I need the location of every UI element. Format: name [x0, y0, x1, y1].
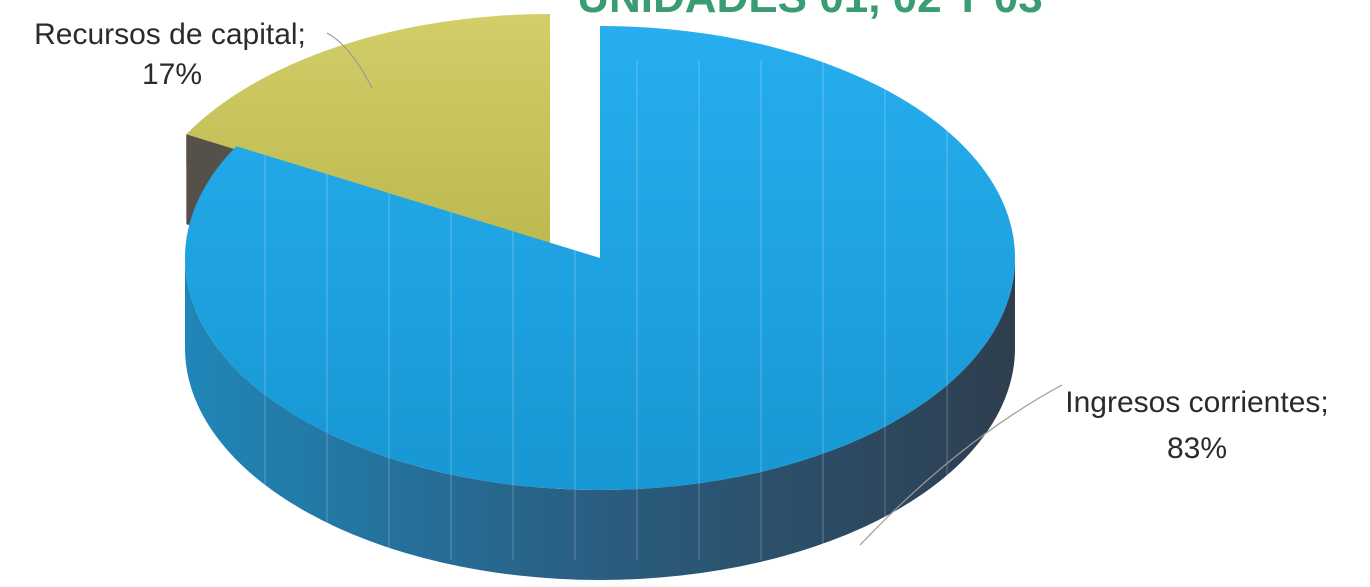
leader-line-recursos	[326, 32, 373, 89]
chart-title: UNIDADES 01, 02 Y 03	[577, 0, 1043, 22]
slice-ingresos-side	[185, 258, 1015, 580]
slice-label-ingresos-name: Ingresos corrientes;	[1065, 386, 1328, 419]
data-label-recursos: Recursos de capital; 17%	[34, 18, 306, 91]
slice-label-ingresos-pct: 83%	[1167, 432, 1227, 465]
leader-line-ingresos	[859, 384, 1063, 546]
slice-ingresos-top	[184, 26, 1016, 490]
slice-label-recursos-name: Recursos de capital;	[34, 18, 306, 51]
slice-recursos-top	[186, 14, 550, 246]
slice-label-recursos-pct: 17%	[142, 58, 202, 91]
data-label-ingresos: Ingresos corrientes; 83%	[1065, 386, 1328, 465]
